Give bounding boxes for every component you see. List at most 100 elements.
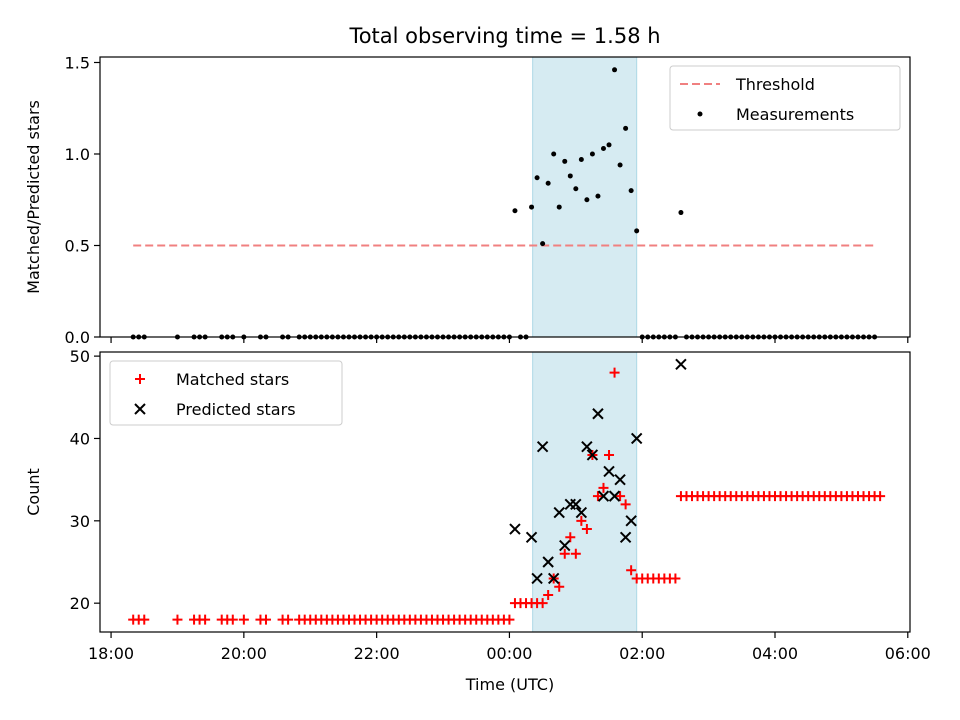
data-point	[556, 204, 562, 210]
data-point	[543, 589, 554, 600]
data-point	[540, 241, 546, 247]
data-point	[634, 228, 640, 234]
data-point	[617, 162, 623, 168]
data-point	[606, 142, 612, 148]
data-point	[581, 440, 593, 453]
axes-frame	[99, 351, 911, 633]
x-tick-label: 04:00	[752, 644, 798, 663]
series-predicted-stars	[509, 358, 687, 585]
data-point	[537, 598, 548, 609]
data-point	[547, 572, 560, 585]
y-tick-label: 1.5	[65, 53, 90, 72]
data-point	[597, 490, 610, 502]
data-point	[562, 158, 568, 164]
series-measurements	[130, 67, 878, 340]
data-point	[604, 449, 615, 460]
data-point	[581, 524, 592, 535]
data-point	[678, 210, 684, 216]
data-point	[630, 432, 643, 445]
data-point	[625, 515, 637, 527]
bottom-panel: 20 30 40 50 18:00 20:00 22:00 00:00 02:00 04:00 06…	[24, 347, 931, 694]
y-tick-label: 0.0	[65, 328, 90, 347]
data-point	[559, 548, 570, 559]
legend-matched-swatch	[135, 374, 145, 384]
data-point	[567, 173, 573, 179]
data-point	[589, 151, 595, 157]
x-tick-label: 02:00	[619, 644, 665, 663]
data-point	[576, 515, 587, 526]
y-tick-label: 50	[70, 347, 90, 366]
legend: Threshold Measurements	[669, 65, 901, 131]
data-point	[619, 531, 632, 544]
data-point	[565, 532, 576, 543]
data-point	[615, 491, 626, 502]
data-point	[512, 208, 518, 214]
data-point	[595, 193, 601, 199]
data-point	[551, 151, 557, 157]
data-point	[614, 473, 626, 486]
data-point	[283, 614, 294, 625]
data-point	[542, 556, 554, 568]
data-point	[603, 465, 615, 478]
data-point	[525, 531, 538, 544]
y-axis-label: Matched/Predicted stars	[24, 100, 43, 294]
y-axis-label: Count	[24, 468, 43, 516]
data-point	[623, 125, 629, 131]
data-point	[612, 67, 618, 73]
legend-label: Measurements	[736, 105, 854, 124]
x-tick-label: 06:00	[885, 644, 931, 663]
legend-label: Matched stars	[176, 370, 289, 389]
legend-predicted-swatch	[134, 403, 146, 415]
top-panel: 0.0 0.5 1.0 1.5 Matched/Predicted stars Thres…	[24, 53, 911, 347]
data-point	[608, 490, 621, 502]
y-tick-label: 0.5	[65, 236, 90, 255]
chart-title: Total observing time = 1.58 h	[348, 24, 660, 48]
data-point	[586, 449, 599, 461]
data-point	[626, 565, 637, 576]
data-point	[592, 408, 604, 420]
x-axis-label: Time (UTC)	[465, 675, 554, 694]
data-point	[200, 614, 211, 625]
data-point	[238, 614, 249, 625]
data-point	[609, 367, 620, 378]
highlight-span	[532, 56, 638, 338]
y-tick-label: 20	[70, 594, 90, 613]
data-point	[509, 523, 521, 535]
legend-frame	[669, 65, 901, 131]
x-tick-label: 00:00	[486, 644, 532, 663]
x-tick-label: 18:00	[88, 644, 134, 663]
legend: Matched stars Predicted stars	[109, 360, 343, 426]
legend-measurements-swatch	[697, 111, 703, 117]
data-point	[529, 204, 535, 210]
x-tick-label: 22:00	[354, 644, 400, 663]
data-point	[628, 188, 634, 194]
data-point	[570, 498, 582, 511]
legend-label: Threshold	[735, 75, 815, 94]
data-point	[504, 614, 515, 625]
legend-frame	[109, 360, 343, 426]
legend-label: Predicted stars	[176, 400, 296, 419]
data-point	[559, 539, 571, 552]
data-point	[875, 491, 886, 502]
data-point	[592, 491, 603, 502]
y-tick-label: 40	[70, 429, 90, 448]
data-point	[260, 614, 271, 625]
data-point	[598, 482, 609, 493]
data-point	[554, 581, 565, 592]
data-point	[570, 548, 581, 559]
data-point	[534, 175, 540, 181]
data-point	[584, 197, 590, 203]
y-tick-label: 30	[70, 512, 90, 531]
data-point	[670, 573, 681, 584]
data-point	[536, 440, 549, 453]
data-point	[600, 146, 606, 152]
data-point	[545, 180, 551, 186]
data-point	[675, 358, 687, 371]
data-point	[575, 506, 588, 519]
x-tick-label: 20:00	[221, 644, 267, 663]
data-point	[227, 614, 238, 625]
data-point	[531, 572, 543, 585]
data-point	[553, 506, 565, 519]
data-point	[172, 614, 183, 625]
